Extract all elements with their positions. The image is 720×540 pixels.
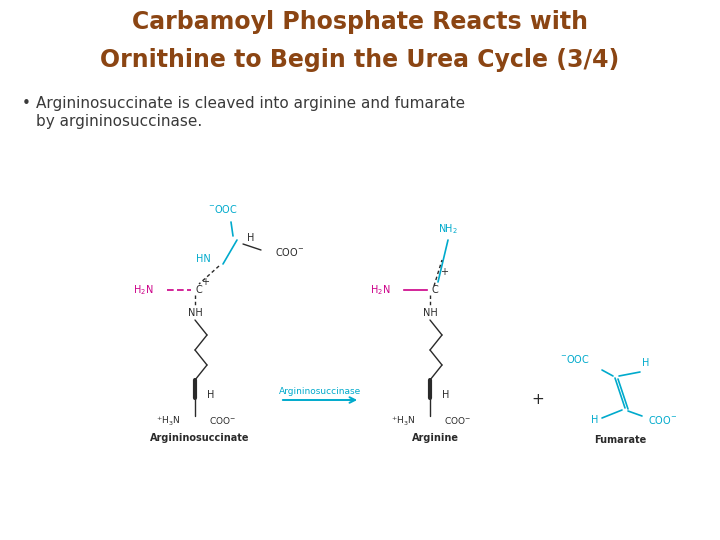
Text: Arginine: Arginine (412, 433, 459, 443)
Text: H$_2$N: H$_2$N (132, 283, 153, 297)
Text: H: H (442, 390, 449, 400)
Text: COO$^{-}$: COO$^{-}$ (648, 414, 678, 426)
Text: H: H (207, 390, 215, 400)
Text: Argininosuccinate is cleaved into arginine and fumarate: Argininosuccinate is cleaved into argini… (36, 96, 465, 111)
Text: NH: NH (188, 308, 202, 318)
Text: COO$^{-}$: COO$^{-}$ (444, 415, 471, 427)
Text: H$_2$N: H$_2$N (369, 283, 390, 297)
Text: Carbamoyl Phosphate Reacts with: Carbamoyl Phosphate Reacts with (132, 10, 588, 34)
Text: $^{+}$H$_3$N: $^{+}$H$_3$N (392, 414, 416, 428)
Text: H: H (642, 358, 649, 368)
Text: +: + (440, 267, 448, 277)
Text: Fumarate: Fumarate (594, 435, 646, 445)
Text: C: C (196, 285, 203, 295)
Text: $^{+}$H$_3$N: $^{+}$H$_3$N (156, 414, 181, 428)
Text: Argininosuccinase: Argininosuccinase (279, 387, 361, 395)
Text: COO$^{-}$: COO$^{-}$ (275, 246, 305, 258)
Text: $^{-}$OOC: $^{-}$OOC (560, 353, 590, 365)
Text: C: C (431, 285, 438, 295)
Text: NH$_2$: NH$_2$ (438, 222, 458, 236)
Text: COO$^{-}$: COO$^{-}$ (209, 415, 236, 427)
Text: $^{-}$OOC: $^{-}$OOC (208, 203, 238, 215)
Text: •: • (22, 96, 31, 111)
Text: HN: HN (197, 254, 211, 264)
Text: H: H (247, 233, 254, 243)
Text: +: + (201, 277, 209, 287)
Text: NH: NH (423, 308, 437, 318)
Text: H: H (590, 415, 598, 425)
Text: Argininosuccinate: Argininosuccinate (150, 433, 250, 443)
Text: by argininosuccinase.: by argininosuccinase. (36, 114, 202, 129)
Text: +: + (531, 393, 544, 408)
Text: Ornithine to Begin the Urea Cycle (3/4): Ornithine to Begin the Urea Cycle (3/4) (100, 48, 620, 72)
